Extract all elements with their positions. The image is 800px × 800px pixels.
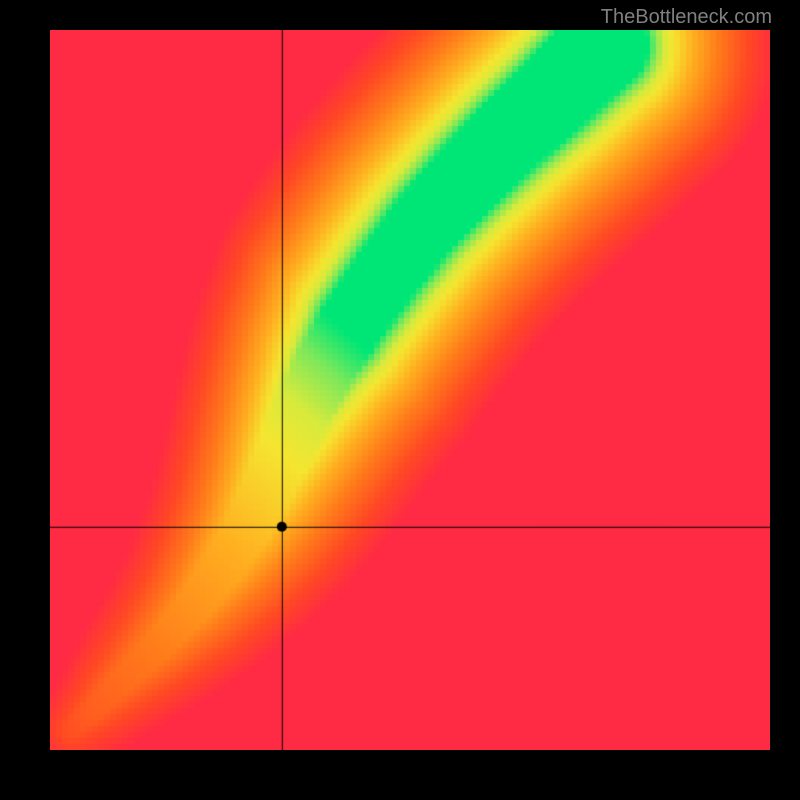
chart-container: TheBottleneck.com [0, 0, 800, 800]
watermark-text: TheBottleneck.com [601, 6, 772, 29]
bottleneck-heatmap [50, 30, 770, 750]
